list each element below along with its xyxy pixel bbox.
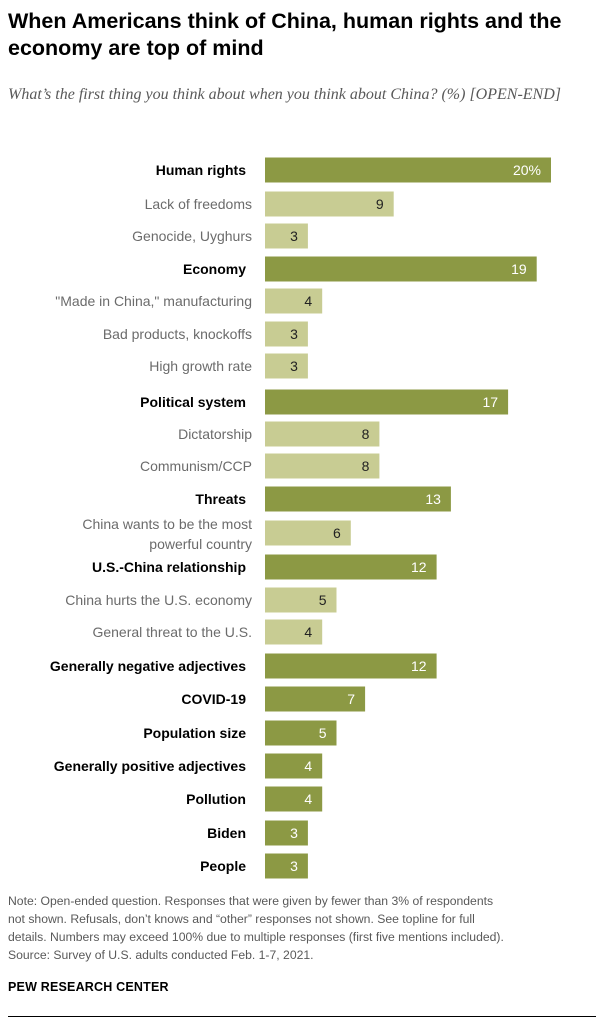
value-label: 3 <box>290 825 298 841</box>
value-label: 13 <box>425 491 441 507</box>
bar <box>265 554 437 580</box>
category-label: Biden <box>207 825 246 841</box>
category-label: Communism/CCP <box>140 458 252 474</box>
bar <box>265 720 337 746</box>
bar <box>265 157 551 183</box>
category-label: China hurts the U.S. economy <box>65 592 252 608</box>
category-label: COVID-19 <box>181 691 246 707</box>
category-label: "Made in China," manufacturing <box>55 293 252 309</box>
value-label: 4 <box>304 758 312 774</box>
value-label: 12 <box>411 658 427 674</box>
bar <box>265 753 323 779</box>
bar <box>265 853 308 879</box>
value-label: 9 <box>376 196 384 212</box>
category-label: Pollution <box>186 791 246 807</box>
category-label: Economy <box>183 261 246 277</box>
category-label: Threats <box>195 491 246 507</box>
value-label: 3 <box>290 228 298 244</box>
bar <box>265 686 366 712</box>
bar <box>265 389 509 415</box>
bar <box>265 820 308 846</box>
category-label: High growth rate <box>149 358 252 374</box>
value-label: 8 <box>362 458 370 474</box>
note-line: Source: Survey of U.S. adults conducted … <box>8 948 314 962</box>
category-label: China wants to be the most powerful count… <box>82 516 252 552</box>
value-label: 4 <box>304 791 312 807</box>
category-label: Human rights <box>156 162 246 178</box>
bar <box>265 191 394 217</box>
bottom-rule <box>8 1016 596 1017</box>
category-label: General threat to the U.S. <box>92 624 252 640</box>
bar <box>265 786 323 812</box>
category-label: Bad products, knockoffs <box>103 326 252 342</box>
category-label: U.S.-China relationship <box>92 559 246 575</box>
value-label: 7 <box>347 691 355 707</box>
bar <box>265 619 323 645</box>
category-label: Political system <box>140 394 246 410</box>
category-label: Genocide, Uyghurs <box>132 228 252 244</box>
bar-chart: Human rights 20% Lack of freedoms 9 Genocide… <box>50 157 551 879</box>
note-line: not shown. Refusals, don’t knows and “ot… <box>8 912 475 926</box>
value-label: 19 <box>511 261 527 277</box>
note-line: details. Numbers may exceed 100% due to … <box>8 930 504 944</box>
value-label: 12 <box>411 559 427 575</box>
bar <box>265 520 351 546</box>
value-label: 20% <box>513 162 541 178</box>
bar <box>265 486 451 512</box>
value-label: 3 <box>290 858 298 874</box>
pew-logo-text: PEW RESEARCH CENTER <box>8 980 169 994</box>
bar <box>265 421 380 447</box>
bar <box>265 256 537 282</box>
chart-subtitle: What’s the first thing you think about w… <box>8 86 561 103</box>
bar <box>265 353 308 379</box>
bar <box>265 653 437 679</box>
category-label: Generally negative adjectives <box>50 658 246 674</box>
value-label: 3 <box>290 326 298 342</box>
value-label: 3 <box>290 358 298 374</box>
bar <box>265 587 337 613</box>
category-label: Generally positive adjectives <box>54 758 246 774</box>
category-label: People <box>200 858 246 874</box>
bar <box>265 288 323 314</box>
category-label: Dictatorship <box>178 426 252 442</box>
value-label: 6 <box>333 525 341 541</box>
value-label: 5 <box>319 725 327 741</box>
value-label: 4 <box>304 293 312 309</box>
chart-title: When Americans think of China, human rig… <box>8 9 562 60</box>
category-label: Lack of freedoms <box>145 196 252 212</box>
note-line: Note: Open-ended question. Responses tha… <box>8 894 494 908</box>
bar <box>265 223 308 249</box>
value-label: 5 <box>319 592 327 608</box>
bar <box>265 321 308 347</box>
value-label: 4 <box>304 624 312 640</box>
bar <box>265 453 380 479</box>
category-label: Population size <box>143 725 246 741</box>
chart-note: Note: Open-ended question. Responses tha… <box>8 892 596 964</box>
value-label: 8 <box>362 426 370 442</box>
value-label: 17 <box>483 394 499 410</box>
